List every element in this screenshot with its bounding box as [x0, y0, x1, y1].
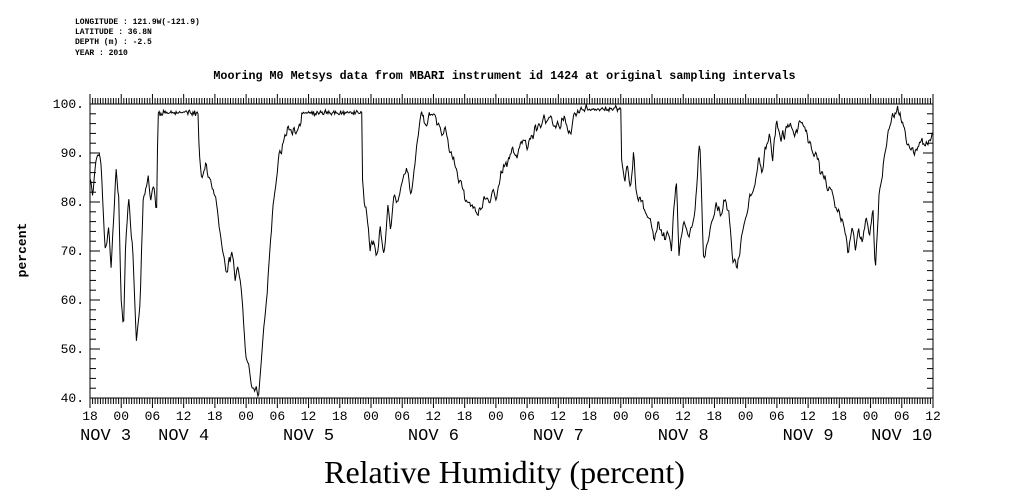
svg-text:18: 18 [332, 409, 348, 424]
svg-text:NOV 5: NOV 5 [283, 427, 334, 446]
svg-text:80.: 80. [61, 195, 84, 210]
svg-text:18: 18 [707, 409, 723, 424]
svg-text:06: 06 [394, 409, 410, 424]
svg-text:12: 12 [800, 409, 816, 424]
svg-text:00: 00 [863, 409, 879, 424]
svg-text:06: 06 [145, 409, 161, 424]
svg-text:NOV 4: NOV 4 [158, 427, 209, 446]
svg-text:12: 12 [925, 409, 941, 424]
svg-text:06: 06 [644, 409, 660, 424]
svg-text:18: 18 [832, 409, 848, 424]
svg-text:90.: 90. [61, 146, 84, 161]
svg-text:00: 00 [488, 409, 504, 424]
svg-text:40.: 40. [61, 391, 84, 406]
svg-text:18: 18 [582, 409, 598, 424]
svg-text:00: 00 [238, 409, 254, 424]
svg-text:12: 12 [675, 409, 691, 424]
svg-text:NOV 10: NOV 10 [871, 427, 932, 446]
svg-text:70.: 70. [61, 244, 84, 259]
svg-text:18: 18 [457, 409, 473, 424]
svg-text:06: 06 [769, 409, 785, 424]
svg-text:12: 12 [551, 409, 567, 424]
svg-text:00: 00 [363, 409, 379, 424]
svg-text:06: 06 [270, 409, 286, 424]
svg-text:NOV 8: NOV 8 [658, 427, 709, 446]
svg-text:12: 12 [176, 409, 192, 424]
svg-text:NOV 6: NOV 6 [408, 427, 459, 446]
svg-text:18: 18 [207, 409, 223, 424]
svg-text:NOV 9: NOV 9 [783, 427, 834, 446]
svg-text:06: 06 [894, 409, 910, 424]
svg-text:NOV 3: NOV 3 [80, 427, 131, 446]
svg-text:NOV 7: NOV 7 [533, 427, 584, 446]
svg-text:00: 00 [613, 409, 629, 424]
svg-text:60.: 60. [61, 293, 84, 308]
svg-text:00: 00 [113, 409, 129, 424]
svg-text:100.: 100. [53, 97, 84, 112]
svg-text:00: 00 [738, 409, 754, 424]
svg-text:12: 12 [301, 409, 317, 424]
svg-text:50.: 50. [61, 342, 84, 357]
svg-text:18: 18 [82, 409, 98, 424]
svg-text:06: 06 [519, 409, 535, 424]
svg-text:12: 12 [426, 409, 442, 424]
